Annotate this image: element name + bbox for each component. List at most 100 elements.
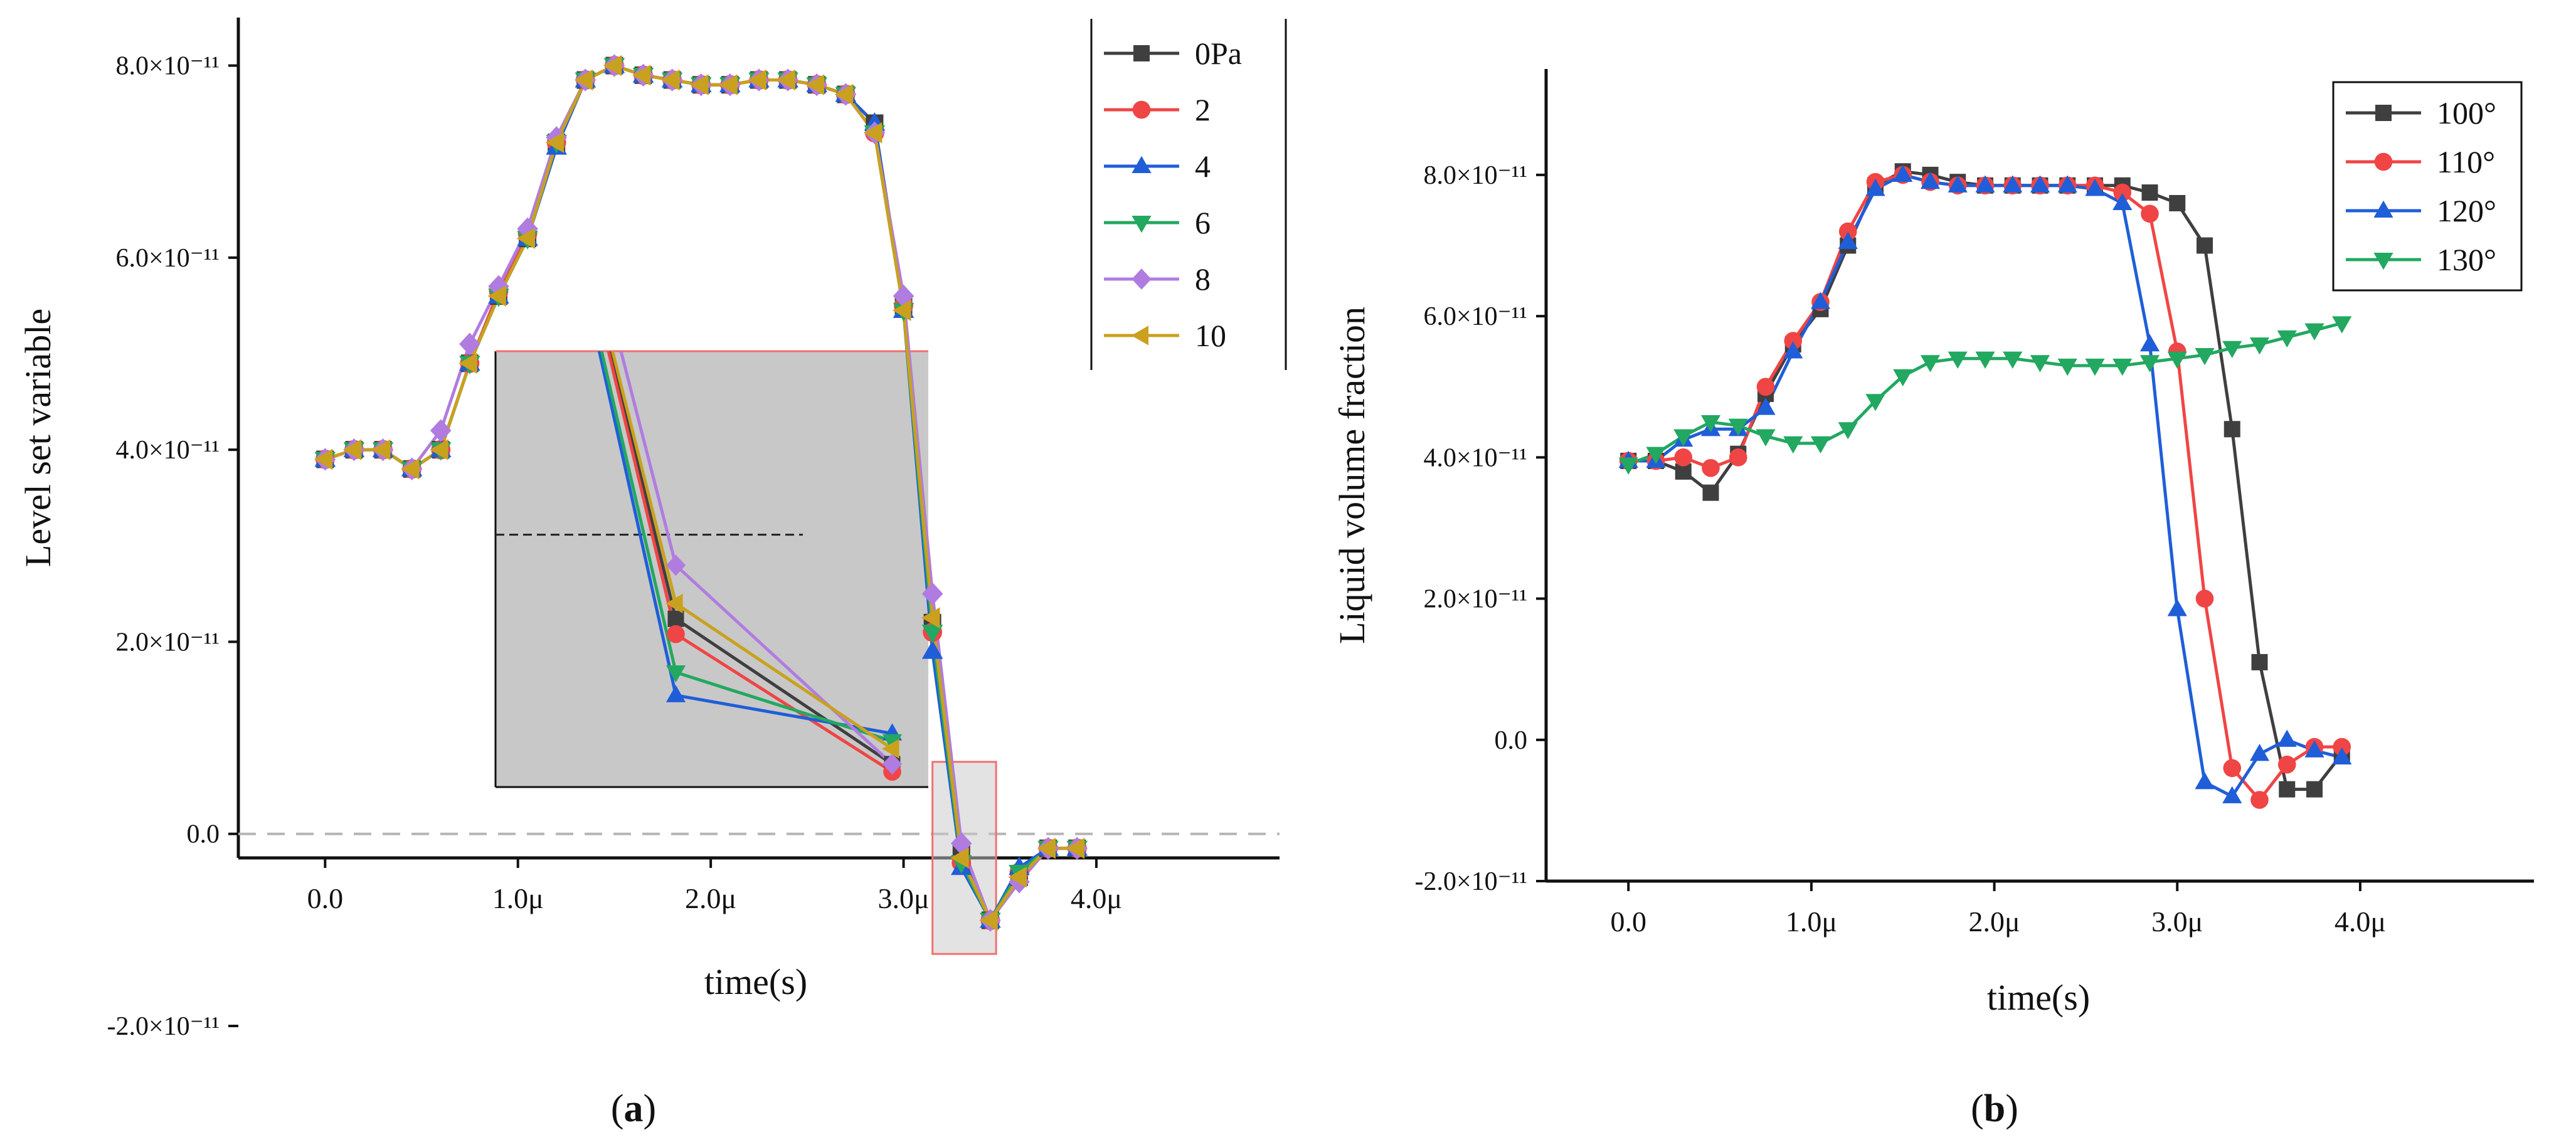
panel-a-xtick-label: 0.0	[307, 882, 344, 914]
panel-b-caption: (b)	[1971, 1087, 2018, 1130]
panel-b-data-point	[1810, 436, 1831, 454]
panel-b-series-line	[1628, 169, 2343, 791]
panel-a-data-point	[487, 285, 506, 307]
panel-b-data-point	[2139, 334, 2160, 352]
panel-a-ytick-label: -2.0×10⁻¹¹	[107, 1012, 220, 1041]
panel-b-data-point	[2304, 740, 2324, 758]
panel-b-data-point	[2332, 747, 2352, 764]
panel-b-data-point	[1756, 378, 1775, 396]
panel-b-data-point	[2112, 193, 2133, 211]
panel-b-data-point	[1865, 394, 1885, 411]
panel-b-data-point	[1948, 351, 1968, 369]
panel-b-data-point	[2332, 316, 2352, 334]
inset-data-point	[667, 625, 685, 643]
inset-data-point	[667, 610, 684, 627]
panel-a-data-point	[545, 132, 564, 153]
panel-a-ylabel: Level set variable	[18, 309, 58, 567]
panel-b-xtick-label: 3.0μ	[2151, 906, 2203, 938]
panel-a-data-point	[863, 122, 883, 144]
panel-a-legend-marker	[1131, 325, 1149, 346]
panel-a-data-point	[459, 332, 480, 356]
panel-a-data-point	[1066, 837, 1085, 859]
panel-a-data-point	[574, 69, 593, 91]
panel-a-data-point	[921, 640, 943, 659]
panel-a-legend-marker	[1132, 268, 1152, 290]
panel-a-data-point	[430, 439, 448, 460]
panel-b-data-point	[2277, 330, 2297, 348]
panel-b-data-point	[2304, 323, 2324, 341]
panel-b-data-point	[1646, 447, 1666, 464]
panel-b-data-point	[2167, 351, 2187, 369]
panel-b-data-point	[1810, 292, 1831, 309]
panel-b-data-point	[1838, 422, 1858, 440]
inset-data-point	[665, 554, 686, 576]
panel-b-data-point	[1784, 332, 1803, 350]
panel-b-data-point	[2224, 421, 2240, 438]
panel-b-data-point	[1865, 179, 1885, 196]
panel-b-data-point	[2085, 358, 2105, 376]
panel-b-data-point	[2085, 179, 2105, 196]
panel-b-legend-label: 110°	[2437, 144, 2495, 179]
panel-a-legend-label: 6	[1195, 205, 1211, 240]
panel-a-xtick-label: 2.0μ	[685, 882, 736, 914]
panel-b-series-line	[1628, 173, 2342, 801]
panel-b-data-point	[2113, 183, 2132, 202]
panel-a-data-point	[430, 419, 452, 442]
panel-a-data-point	[488, 275, 509, 298]
panel-b-data-point	[2249, 337, 2270, 355]
panel-b-data-point	[2141, 184, 2158, 201]
panel-a-data-point	[921, 625, 943, 643]
panel-b-legend-marker	[2373, 200, 2393, 218]
panel-b-data-point	[1673, 429, 1693, 447]
panel-b-xlabel: time(s)	[1987, 977, 2090, 1018]
panel-b-data-point	[2195, 772, 2215, 790]
inset-data-point	[665, 685, 686, 702]
panel-b-xtick-label: 2.0μ	[1968, 906, 2020, 938]
panel-a-data-point	[893, 300, 911, 321]
panel-a-data-point	[516, 228, 536, 250]
panel-b-data-point	[2222, 786, 2242, 803]
panel-b-data-point	[1783, 341, 1803, 359]
panel-b-data-point	[1838, 222, 1857, 241]
panel-a-data-point	[805, 74, 825, 95]
panel-b-legend-label: 130°	[2437, 242, 2496, 277]
panel-a-ytick-label: 8.0×10⁻¹¹	[115, 52, 220, 81]
panel-b-legend-marker	[2374, 152, 2393, 171]
panel-b-legend-label: 120°	[2437, 193, 2496, 228]
panel-a-legend-label: 0Pa	[1195, 36, 1242, 71]
panel-b-chart: 0.0 1.0μ 2.0μ 3.0μ 4.0μ -2.0×10⁻¹¹ 0.0 2.0×10⁻¹…	[1332, 69, 2534, 1130]
inset-series-group	[597, 351, 903, 781]
panel-b-legend-marker	[2373, 252, 2393, 270]
panel-a-ytick-label: 4.0×10⁻¹¹	[115, 436, 220, 465]
panel-b-data-point	[2333, 737, 2351, 756]
panel-b-ytick-label: 4.0×10⁻¹¹	[1423, 443, 1527, 472]
panel-b-ytick-label: 2.0×10⁻¹¹	[1423, 585, 1527, 614]
panel-a-data-point	[661, 69, 680, 91]
panel-b-data-point	[1702, 484, 1719, 501]
panel-b-data-point	[1975, 175, 1995, 193]
panel-a-data-point	[719, 74, 738, 95]
panel-b-data-point	[2112, 358, 2133, 376]
panel-b-legend-frame	[2332, 81, 2523, 292]
panel-b-ytick-label: -2.0×10⁻¹¹	[1414, 867, 1527, 896]
panel-b-data-point	[2057, 358, 2077, 376]
panel-a-data-point	[921, 582, 943, 606]
panel-b-data-point	[2141, 204, 2159, 223]
panel-b-xtick-label: 0.0	[1611, 906, 1647, 938]
panel-b-data-point	[1756, 398, 1776, 415]
panel-a-legend-label: 8	[1195, 262, 1211, 297]
panel-a-data-point	[372, 439, 391, 460]
panel-b-ylabel: Liquid volume fraction	[1332, 307, 1372, 644]
panel-a-legend-label: 2	[1195, 92, 1211, 127]
panel-b-data-point	[2306, 781, 2323, 798]
panel-b-legend-marker	[2375, 105, 2392, 121]
panel-a-legend-marker	[1132, 100, 1151, 119]
panel-b-data-point	[2057, 175, 2077, 193]
panel-b-data-point	[2167, 599, 2187, 616]
panel-b-data-point	[2197, 237, 2213, 254]
panel-b-xtick-label: 4.0μ	[2335, 906, 2386, 938]
panel-b-data-point	[2251, 653, 2268, 670]
panel-b-data-point	[2195, 589, 2214, 608]
panel-b-data-point	[1975, 351, 1995, 369]
